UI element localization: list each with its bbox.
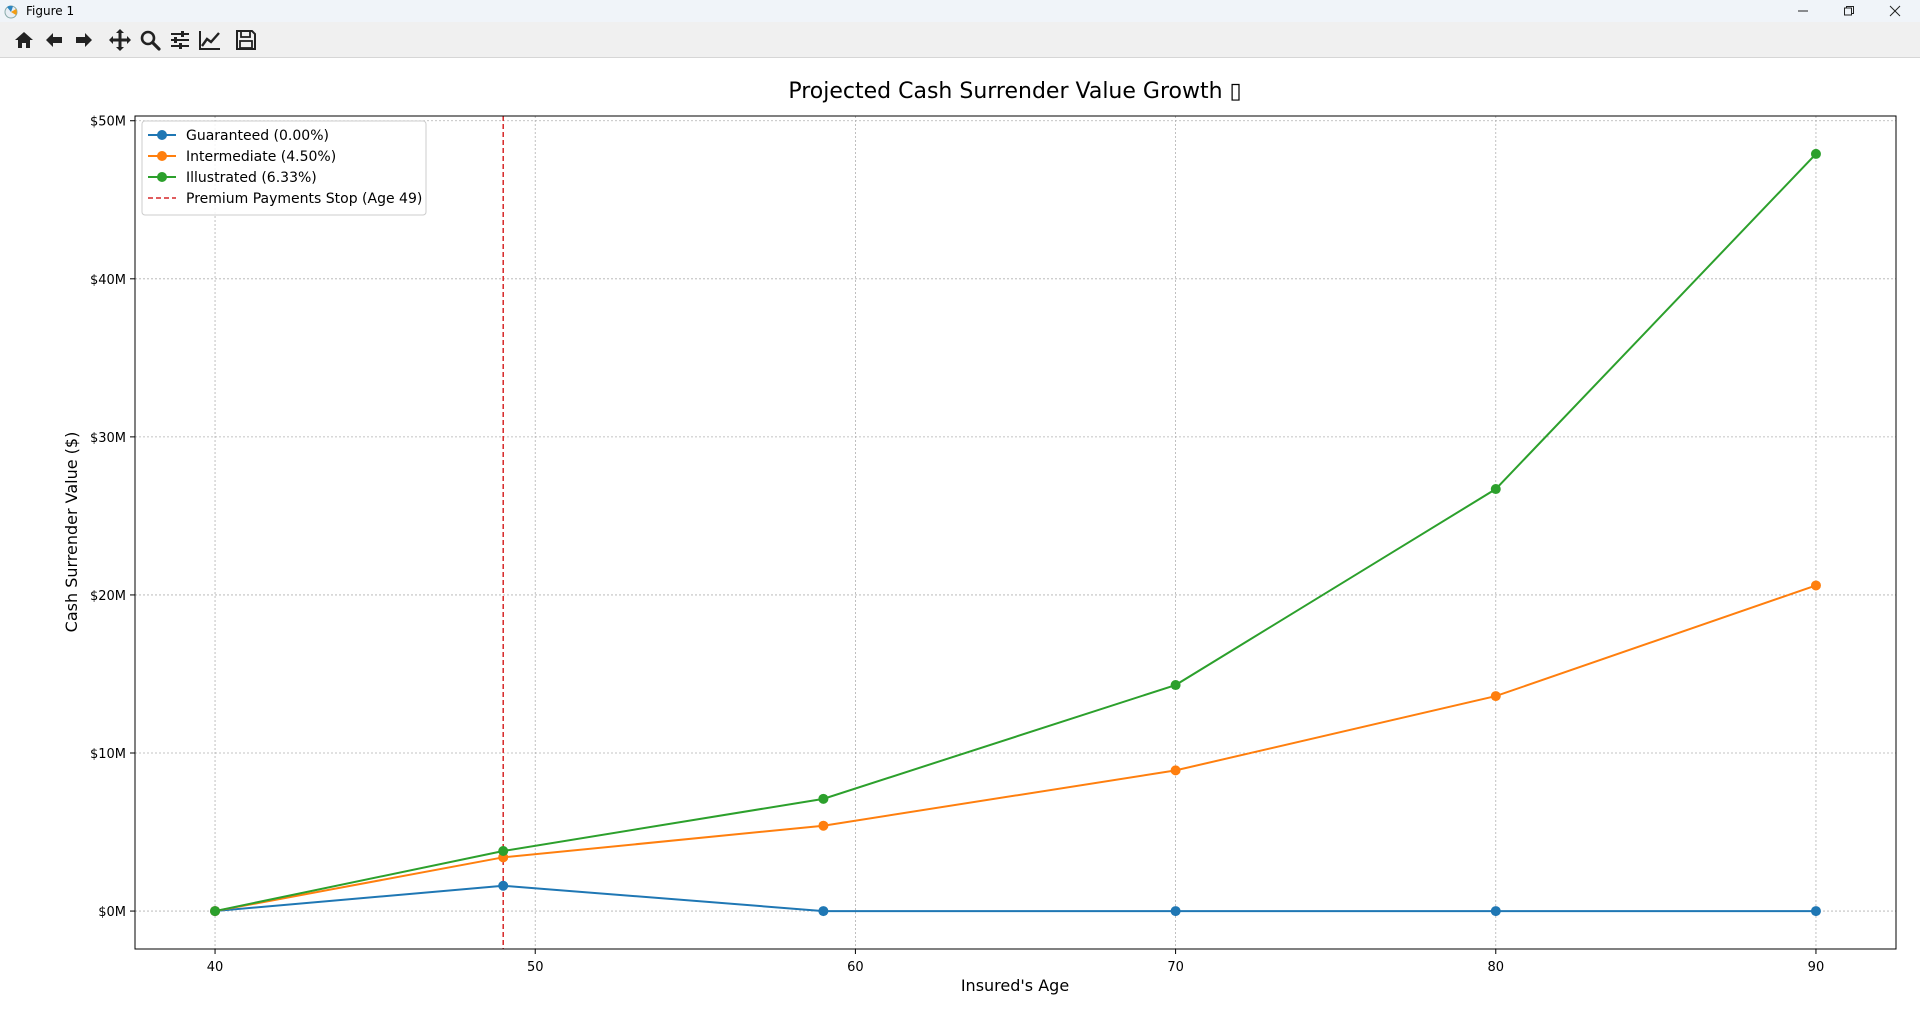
legend-item: Guaranteed (0.00%) <box>148 128 329 144</box>
x-tick-label: 70 <box>1167 960 1184 975</box>
series-line <box>214 584 1817 913</box>
series-1 <box>210 580 1821 917</box>
close-icon[interactable] <box>1872 0 1918 22</box>
legend-label: Intermediate (4.50%) <box>186 149 336 165</box>
data-point <box>818 793 829 804</box>
x-tick-label: 60 <box>847 960 864 975</box>
x-axis-label: Insured's Age <box>961 976 1069 995</box>
series-layer <box>210 148 1821 917</box>
window-title: Figure 1 <box>26 4 75 18</box>
legend-label: Premium Payments Stop (Age 49) <box>186 191 422 207</box>
data-point <box>818 906 829 917</box>
data-point <box>818 820 829 831</box>
y-tick-label: $40M <box>90 273 126 288</box>
legend-label: Illustrated (6.33%) <box>186 170 317 186</box>
data-point <box>1490 691 1501 702</box>
data-point <box>1810 906 1821 917</box>
x-tick-label: 50 <box>527 960 544 975</box>
plot-frame <box>134 115 1897 950</box>
x-tick-label: 40 <box>207 960 224 975</box>
data-point <box>1490 906 1501 917</box>
window-titlebar: Figure 1 <box>0 0 1920 22</box>
series-2 <box>210 148 1821 917</box>
legend-item: Intermediate (4.50%) <box>148 149 336 165</box>
data-point <box>1810 580 1821 591</box>
x-tick-label: 90 <box>1808 960 1825 975</box>
data-point <box>1490 484 1501 495</box>
legend: Guaranteed (0.00%) Intermediate (4.50%) Il… <box>141 120 427 216</box>
restore-icon[interactable] <box>1826 0 1872 22</box>
legend-item: Illustrated (6.33%) <box>148 170 317 186</box>
save-icon[interactable] <box>231 25 261 55</box>
pan-icon[interactable] <box>105 25 135 55</box>
y-tick-label: $50M <box>90 115 126 130</box>
navigation-toolbar <box>0 22 1920 58</box>
minimize-icon[interactable] <box>1780 0 1826 22</box>
legend-box <box>141 120 427 216</box>
data-point <box>1170 765 1181 776</box>
x-tick-label: 80 <box>1487 960 1504 975</box>
forward-icon[interactable] <box>69 25 99 55</box>
chart-svg: Projected Cash Surrender Value Growth ▯ … <box>62 79 1897 995</box>
configure-subplots-icon[interactable] <box>165 25 195 55</box>
data-point <box>1810 148 1821 159</box>
series-line <box>214 884 1816 913</box>
home-icon[interactable] <box>9 25 39 55</box>
y-tick-label: $20M <box>90 589 126 604</box>
data-point <box>1170 906 1181 917</box>
y-tick-label: $10M <box>90 747 126 762</box>
data-point <box>1170 680 1181 691</box>
series-line <box>214 153 1817 913</box>
x-axis-ticks: 40 50 60 70 80 90 <box>207 949 1824 975</box>
chart-title: Projected Cash Surrender Value Growth ▯ <box>788 79 1241 104</box>
legend-label: Guaranteed (0.00%) <box>186 128 329 144</box>
y-tick-label: $0M <box>98 905 126 920</box>
grid <box>135 116 1896 949</box>
data-point <box>210 906 221 917</box>
data-point <box>498 846 509 856</box>
matplotlib-icon <box>4 4 18 19</box>
data-point <box>498 880 509 891</box>
figure-canvas: Projected Cash Surrender Value Growth ▯ … <box>0 58 1920 1032</box>
edit-axes-icon[interactable] <box>195 25 225 55</box>
zoom-icon[interactable] <box>135 25 165 55</box>
back-icon[interactable] <box>39 25 69 55</box>
y-axis-label: Cash Surrender Value ($) <box>62 432 81 633</box>
y-tick-label: $30M <box>90 431 126 446</box>
legend-marker <box>157 130 167 140</box>
legend-marker <box>157 151 167 161</box>
legend-item: Premium Payments Stop (Age 49) <box>148 191 422 207</box>
legend-marker <box>157 172 167 182</box>
y-axis-ticks: $0M $10M $20M $30M $40M $50M <box>90 115 135 920</box>
